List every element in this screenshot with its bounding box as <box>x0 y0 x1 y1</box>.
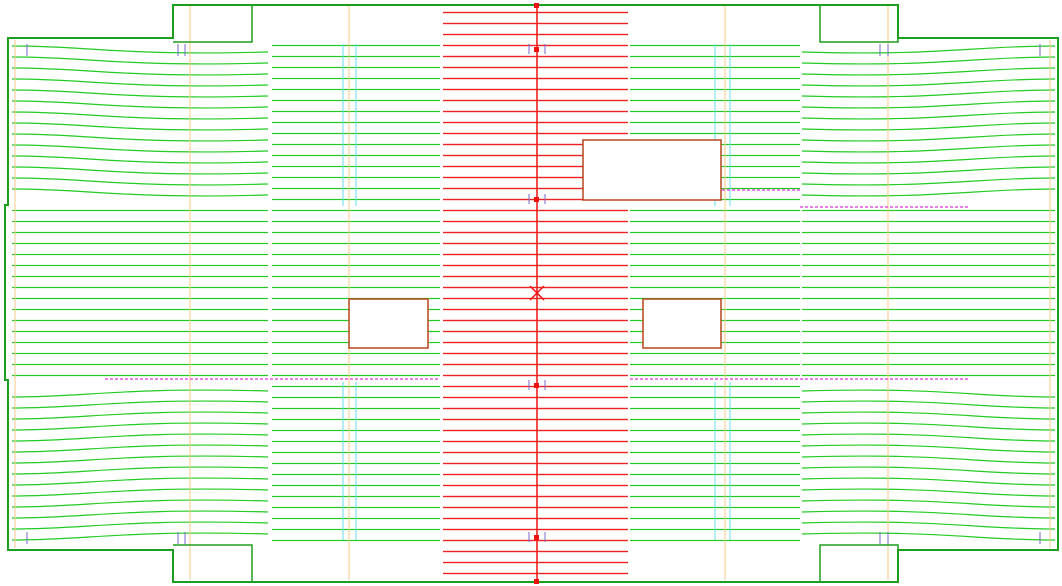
centroid-mark <box>529 285 545 301</box>
anchor <box>534 579 539 584</box>
anchor <box>534 197 539 202</box>
tendon-band <box>12 209 268 385</box>
column-lines <box>342 44 731 540</box>
guide-lines <box>14 6 1051 580</box>
anchor <box>534 383 539 388</box>
tendon-band <box>802 209 1055 385</box>
dashed-line <box>105 189 968 380</box>
opening <box>582 139 722 201</box>
anchor <box>534 535 539 540</box>
tendon-band-red <box>443 4 628 582</box>
anchor <box>534 47 539 52</box>
curved-tendons <box>11 45 1056 541</box>
column-markers <box>26 44 1041 544</box>
column-blocks <box>173 4 899 583</box>
anchor <box>534 3 539 8</box>
opening <box>642 298 722 349</box>
anchor-points <box>534 3 539 584</box>
opening <box>348 298 429 349</box>
